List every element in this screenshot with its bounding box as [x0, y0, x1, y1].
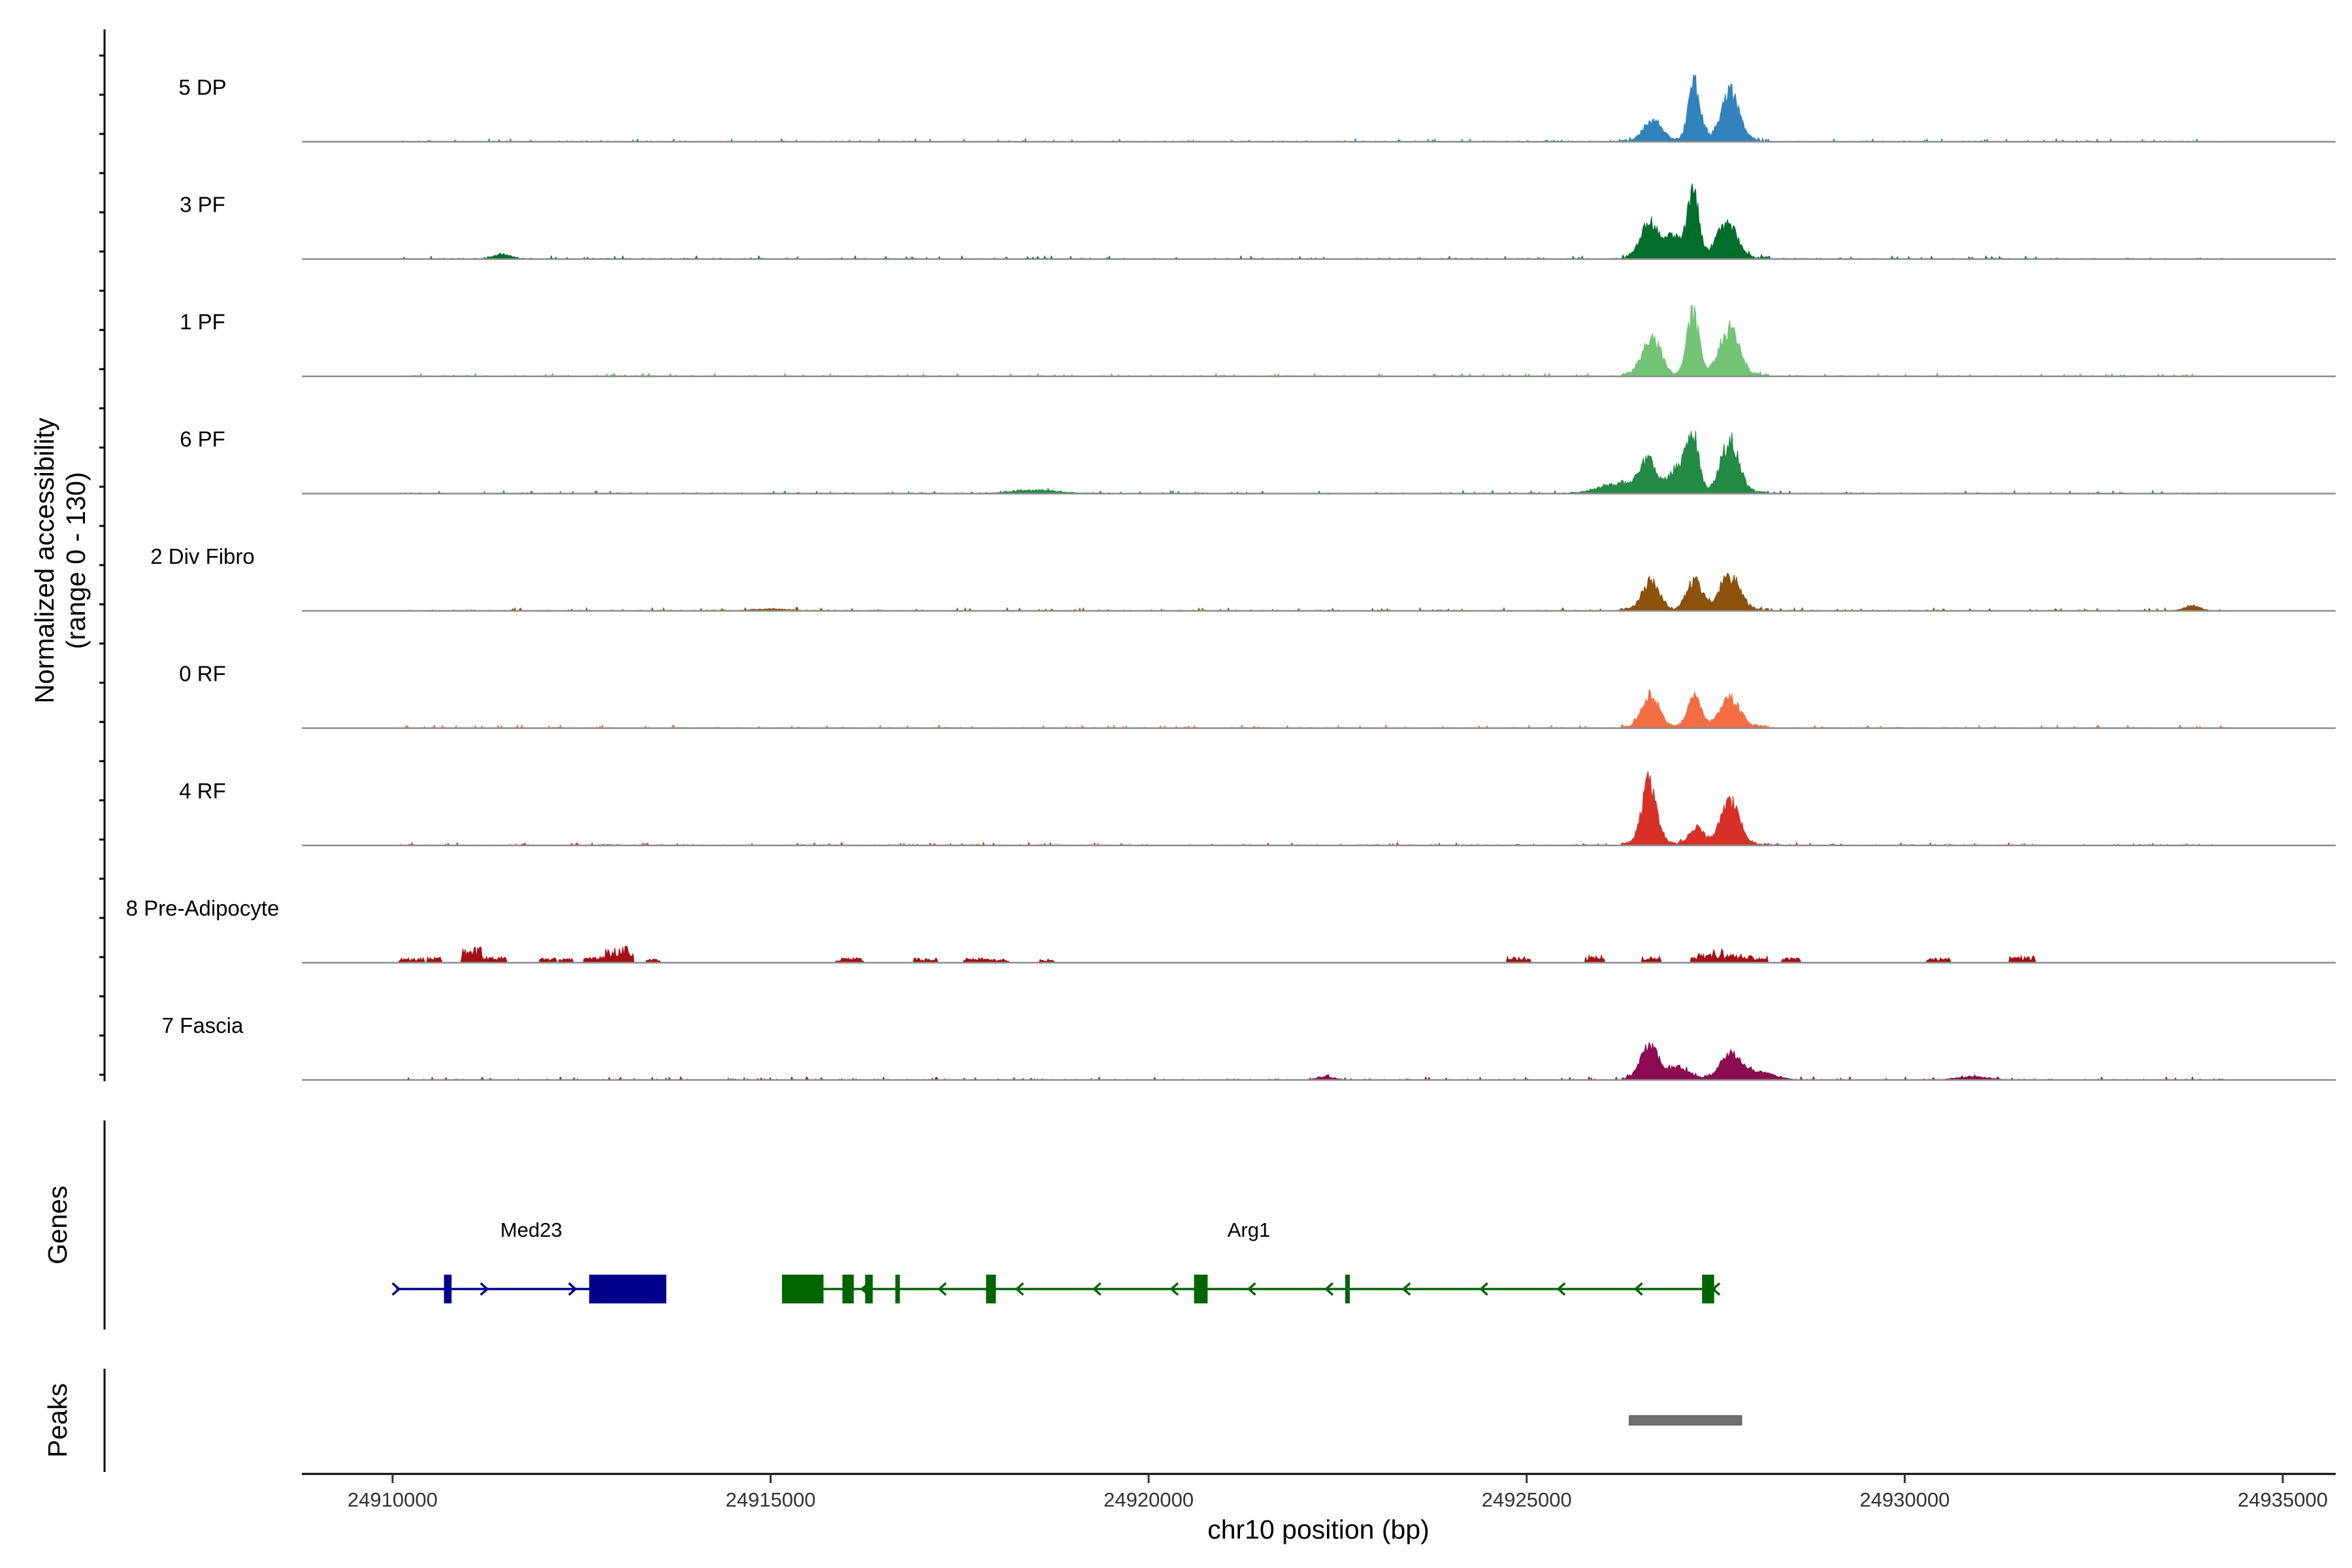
- gene-exon: [1702, 1275, 1714, 1303]
- track-label: 1 PF: [180, 310, 225, 334]
- accessibility-y-axis: [99, 29, 106, 1081]
- x-axis-title: chr10 position (bp): [1207, 1514, 1429, 1544]
- gene-exon: [589, 1275, 666, 1303]
- gene-exon: [1194, 1275, 1208, 1303]
- gene-arg1: Arg1: [781, 1218, 1721, 1303]
- gene-exon: [1345, 1275, 1350, 1303]
- track-label: 5 DP: [178, 75, 226, 99]
- peak-region: [1629, 1415, 1742, 1426]
- track-6-pf: 6 PF: [180, 427, 2336, 495]
- track-0-rf: 0 RF: [179, 662, 2336, 729]
- x-tick-label: 24925000: [1482, 1488, 1572, 1511]
- gene-exon: [444, 1275, 452, 1303]
- track-label: 2 Div Fibro: [150, 544, 255, 568]
- track-label: 6 PF: [180, 427, 225, 451]
- x-tick-label: 24910000: [348, 1488, 438, 1511]
- track-7-fascia: 7 Fascia: [162, 1013, 2336, 1081]
- track-label: 4 RF: [179, 779, 226, 803]
- x-tick-label: 24935000: [2238, 1488, 2328, 1511]
- track-5-dp: 5 DP: [178, 74, 2336, 143]
- strand-arrow: [1324, 1282, 1334, 1296]
- strand-arrow: [1479, 1282, 1488, 1296]
- strand-arrow: [1169, 1282, 1179, 1296]
- strand-arrow: [1556, 1282, 1566, 1296]
- gene-med23: Med23: [391, 1218, 666, 1303]
- y-axis-title-line1: Normalized accessibility: [29, 417, 59, 704]
- x-tick-label: 24920000: [1103, 1488, 1194, 1511]
- strand-arrow: [1092, 1282, 1102, 1296]
- peaks-panel: Peaks: [42, 1369, 1742, 1472]
- x-tick-label: 24930000: [1859, 1488, 1950, 1511]
- strand-arrow: [568, 1282, 578, 1296]
- strand-arrow: [1247, 1282, 1256, 1296]
- track-3-pf: 3 PF: [180, 183, 2336, 260]
- gene-name-label: Arg1: [1228, 1218, 1270, 1241]
- track-label: 3 PF: [180, 193, 225, 217]
- gene-exon: [986, 1275, 996, 1303]
- strand-arrow: [1015, 1282, 1024, 1296]
- track-4-rf: 4 RF: [179, 771, 2336, 847]
- gene-exon: [895, 1275, 900, 1303]
- track-label: 0 RF: [179, 662, 226, 686]
- strand-arrow: [938, 1282, 947, 1296]
- track-8-pre-adipocyte: 8 Pre-Adipocyte: [126, 896, 2336, 964]
- strand-arrow: [1633, 1282, 1643, 1296]
- strand-arrow: [391, 1282, 401, 1296]
- strand-arrow: [1401, 1282, 1411, 1296]
- gene-name-label: Med23: [500, 1218, 563, 1241]
- accessibility-tracks: 5 DP 3 PF 1 PF 6 PF 2 Div Fibro 0 RF 4 RF 8 Pre…: [126, 74, 2336, 1081]
- gene-exon: [842, 1275, 854, 1303]
- y-axis-title-line2: (range 0 - 130): [61, 472, 91, 649]
- track-2-div-fibro: 2 Div Fibro: [150, 544, 2336, 612]
- genes-panel: Genes Med23 Arg1: [42, 1120, 1721, 1330]
- track-label: 7 Fascia: [162, 1013, 244, 1037]
- strand-arrow: [480, 1282, 489, 1296]
- genes-panel-label: Genes: [42, 1186, 73, 1265]
- track-1-pf: 1 PF: [180, 304, 2336, 378]
- gene-exon: [781, 1275, 824, 1303]
- gene-exon: [865, 1275, 873, 1303]
- track-label: 8 Pre-Adipocyte: [126, 896, 280, 921]
- x-axis: 24910000 24915000 24920000 24925000 24930000…: [302, 1473, 2336, 1511]
- x-tick-label: 24915000: [726, 1488, 816, 1511]
- peaks-panel-label: Peaks: [42, 1383, 73, 1458]
